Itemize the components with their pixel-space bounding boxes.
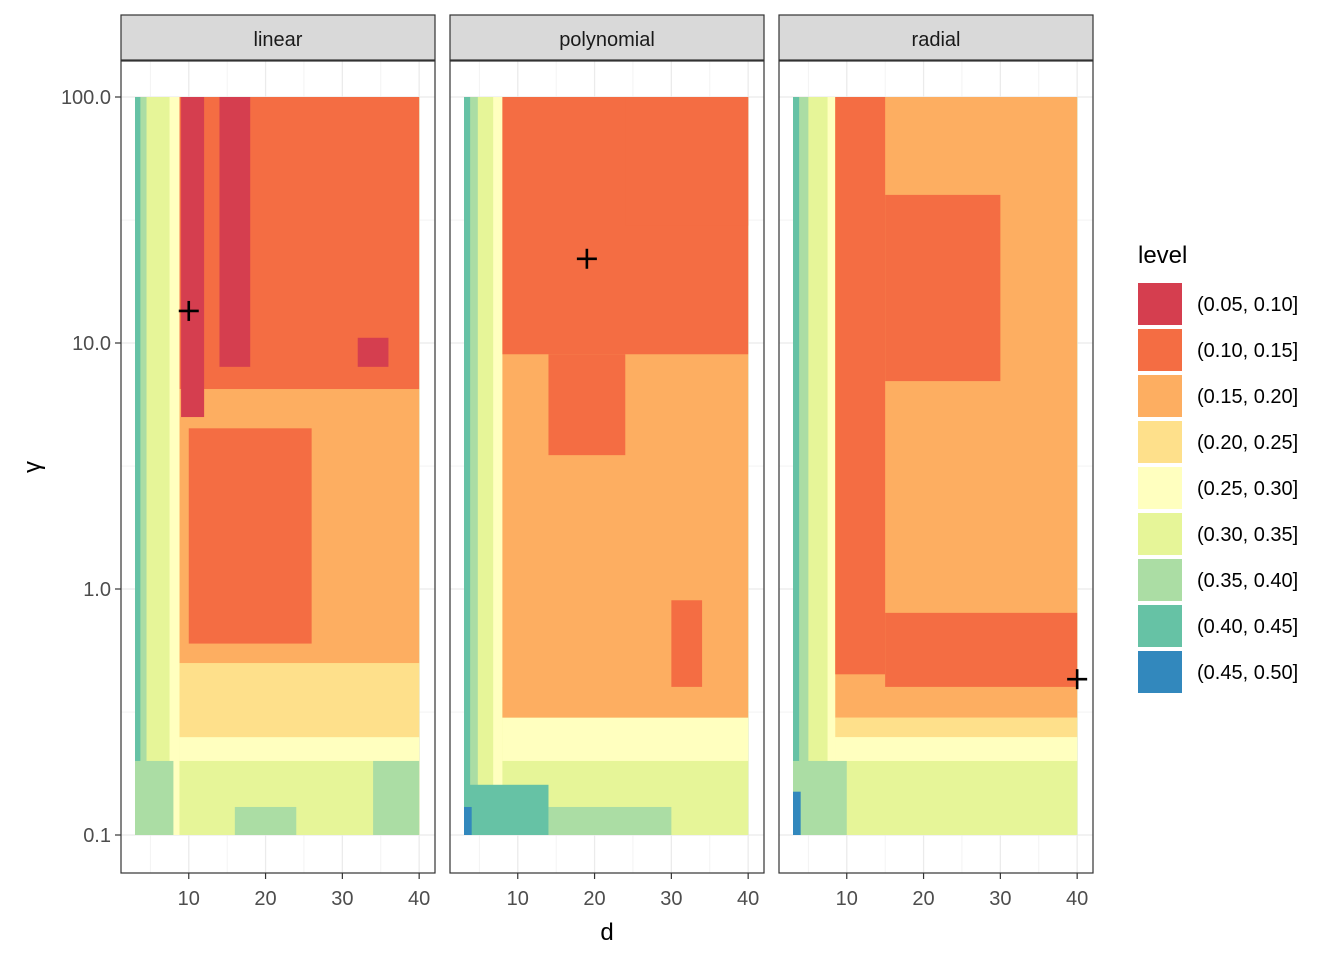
y-axis-title: γ (19, 461, 46, 473)
legend-key (1138, 421, 1182, 463)
x-tick-label: 10 (178, 888, 200, 910)
contour-fill (793, 97, 1078, 835)
facet-panel-radial: radial (778, 14, 1094, 874)
contour-region (179, 737, 420, 761)
legend-key (1138, 513, 1182, 555)
y-tick-label: 100.0 (61, 87, 111, 109)
contour-region (625, 97, 749, 226)
optimum-marker (178, 300, 199, 321)
contour-region (464, 806, 472, 835)
contour-region (835, 97, 886, 675)
facet-strip-label: radial (912, 29, 961, 51)
x-tick-label: 20 (583, 888, 605, 910)
x-tick-label: 20 (254, 888, 276, 910)
contour-region (179, 663, 420, 738)
x-tick-label: 30 (660, 888, 682, 910)
contour-region (885, 194, 1001, 382)
x-tick-label: 40 (1066, 888, 1088, 910)
facet-panel-polynomial: polynomial (449, 14, 765, 874)
legend-label: (0.05, 0.10] (1197, 294, 1298, 316)
contour-region (464, 784, 549, 835)
y-tick-label: 1.0 (83, 579, 111, 601)
x-tick-label: 10 (836, 888, 858, 910)
legend-label: (0.25, 0.30] (1197, 478, 1298, 500)
contour-region (502, 717, 749, 761)
legend-key (1138, 559, 1182, 601)
panel-border (120, 60, 436, 874)
facet-strip-linear (120, 14, 436, 61)
x-tick-label: 40 (737, 888, 759, 910)
legend-label: (0.15, 0.20] (1197, 386, 1298, 408)
legend-label: (0.40, 0.45] (1197, 616, 1298, 638)
contour-fill (135, 97, 420, 835)
contour-region (835, 760, 1078, 835)
legend-key (1138, 283, 1182, 325)
contour-region (234, 806, 297, 835)
contour-region (548, 354, 626, 456)
legend-key (1138, 375, 1182, 417)
contour-region (835, 717, 1078, 738)
x-tick-label: 10 (507, 888, 529, 910)
contour-region (135, 760, 174, 835)
legend-label: (0.35, 0.40] (1197, 570, 1298, 592)
facet-strip-radial (778, 14, 1094, 61)
legend-title: level (1138, 242, 1187, 269)
y-tick-label: 10.0 (72, 333, 111, 355)
legend-label: (0.45, 0.50] (1197, 662, 1298, 684)
legend-label: (0.10, 0.15] (1197, 340, 1298, 362)
facet-panels: linear polynomial radial (120, 14, 1094, 874)
panel-border (449, 60, 765, 874)
x-tick-label: 30 (331, 888, 353, 910)
contour-region (835, 737, 1078, 761)
contour-region (188, 428, 312, 644)
legend-label: (0.20, 0.25] (1197, 432, 1298, 454)
legend-key (1138, 605, 1182, 647)
contour-region (885, 612, 1078, 687)
contour-region (181, 97, 205, 418)
contour-fill (464, 97, 749, 835)
legend: (0.05, 0.10] (0.10, 0.15] (0.15, 0.20] (0.2… (1138, 283, 1298, 693)
legend-key (1138, 467, 1182, 509)
contour-region (357, 337, 389, 367)
y-tick-label: 0.1 (83, 825, 111, 847)
optimum-marker (1067, 669, 1088, 690)
legend-label: (0.30, 0.35] (1197, 524, 1298, 546)
legend-key (1138, 651, 1182, 693)
contour-region (793, 791, 801, 835)
x-tick-label: 20 (912, 888, 934, 910)
contour-region (793, 760, 847, 835)
panel-border (778, 60, 1094, 874)
x-tick-label: 40 (408, 888, 430, 910)
contour-region (373, 760, 420, 835)
x-tick-label: 30 (989, 888, 1011, 910)
x-axis-title: d (600, 919, 613, 946)
optimum-marker (576, 248, 597, 269)
contour-region (219, 97, 251, 367)
axes: 10 20 30 40 10 20 30 40 10 20 30 40 0.1 1.0 10.0 100.0 (61, 87, 1088, 910)
contour-region (548, 806, 672, 835)
facet-panel-linear: linear (120, 14, 436, 874)
facet-strip-label: polynomial (559, 29, 655, 51)
contour-region (671, 600, 703, 687)
facet-strip-label: linear (254, 29, 303, 51)
facet-strip-polynomial (449, 14, 765, 61)
legend-key (1138, 329, 1182, 371)
